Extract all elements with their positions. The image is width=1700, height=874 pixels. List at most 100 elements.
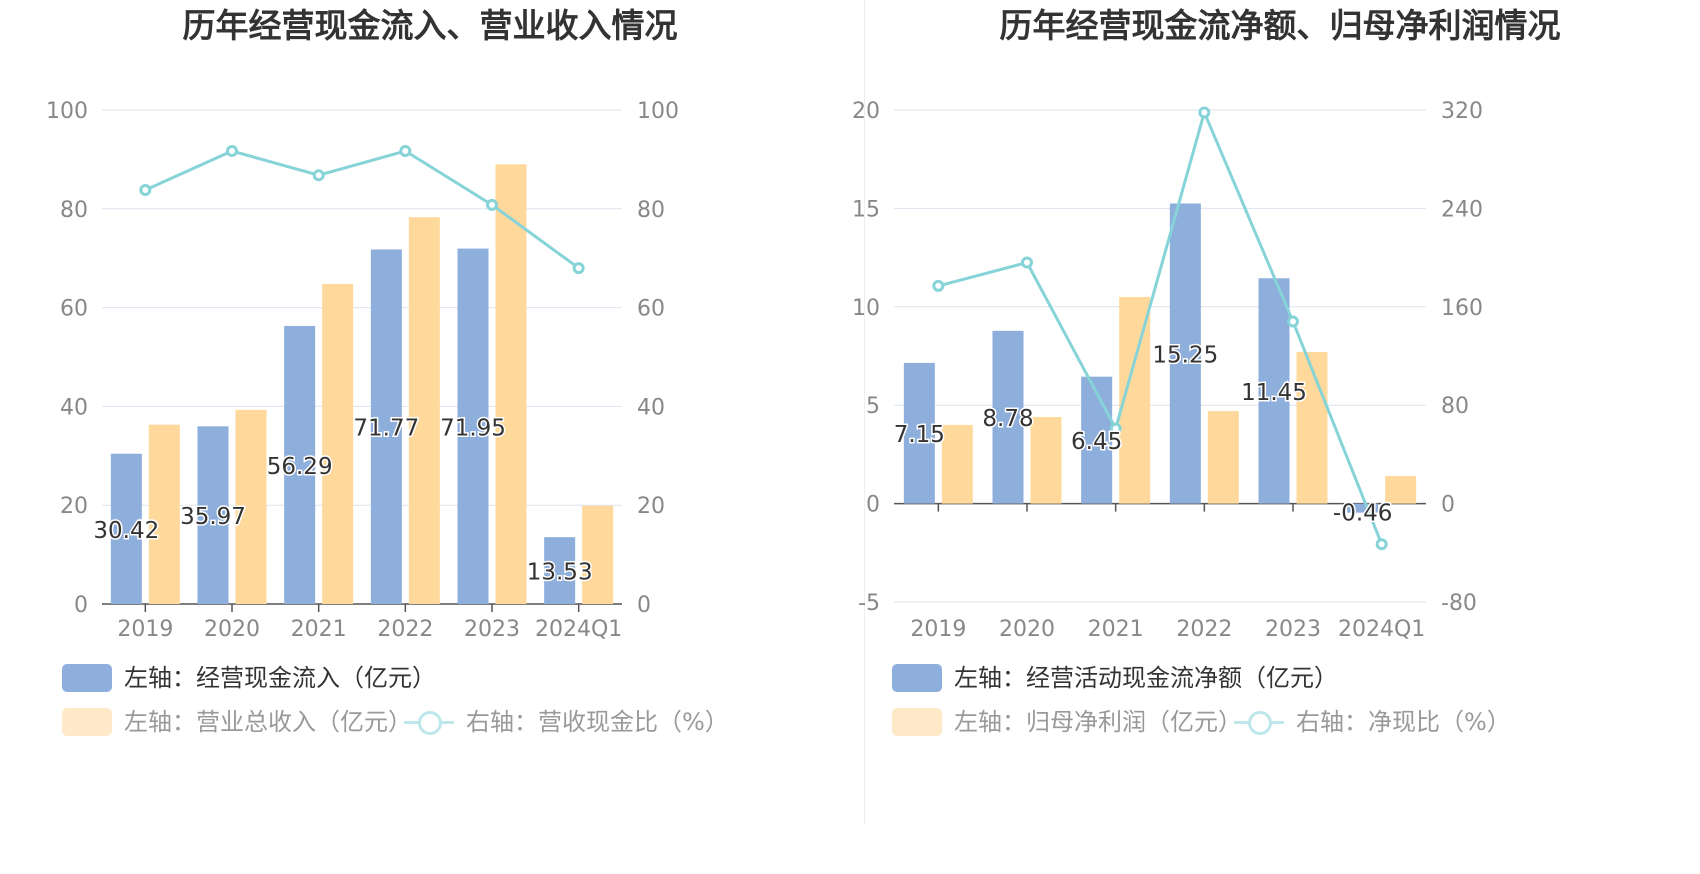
- bar-value-label: 8.78: [982, 406, 1033, 432]
- x-tick-label: 2024Q1: [535, 617, 622, 642]
- legend-item[interactable]: 右轴：净现比（%）: [1234, 707, 1511, 737]
- y-left-tick-label: -5: [858, 591, 880, 616]
- x-tick-label: 2023: [464, 617, 520, 642]
- legend-label: 右轴：营收现金比（%）: [466, 708, 729, 736]
- bar-primary: [110, 453, 142, 604]
- line-point: [1375, 538, 1388, 551]
- cash-inflow-revenue-panel: 历年经营现金流入、营业收入情况 0 20 40 60 80 100 0 20 40 60 80 100…: [46, 6, 729, 737]
- bar-secondary: [1207, 411, 1239, 504]
- line-point: [572, 262, 585, 275]
- bar-primary: [284, 325, 316, 604]
- legend-line-marker: [1234, 708, 1284, 736]
- bar-secondary: [148, 424, 180, 604]
- bar-value-label: 56.29: [267, 454, 333, 480]
- bar-secondary: [941, 424, 973, 504]
- legend-item[interactable]: 右轴：营收现金比（%）: [404, 707, 729, 737]
- y-right-tick-label: 80: [637, 198, 665, 223]
- y-left-tick-label: 15: [852, 197, 880, 222]
- x-tick-label: 2020: [999, 617, 1055, 642]
- x-tick-label: 2022: [1176, 617, 1232, 642]
- bar-value-label: 11.45: [1241, 380, 1307, 406]
- net-cash-profit-chart: -5 0 5 10 15 20 -80 0 80 160 240 320 2019 2020 2021 202…: [852, 99, 1483, 642]
- bar-primary: [544, 537, 576, 604]
- bar-primary: [1347, 503, 1379, 513]
- y-left-tick-label: 20: [852, 99, 880, 124]
- line-point: [1198, 106, 1211, 119]
- ratio-line: [937, 107, 1384, 545]
- y-left-tick-label: 0: [74, 593, 88, 618]
- bar-value-label: 30.42: [93, 518, 159, 544]
- bar-primary: [1081, 376, 1113, 504]
- bar-value-label: 15.25: [1152, 343, 1218, 369]
- y-right-tick-label: 20: [637, 494, 665, 519]
- y-left-tick-label: 0: [866, 493, 880, 518]
- legend-label: 左轴：营业总收入（亿元）: [124, 708, 412, 736]
- net-cash-profit-panel: 历年经营现金流净额、归母净利润情况 -5 0 5 10 15 20 -80 0 80 160 240…: [852, 0, 1700, 874]
- y-left-tick-label: 100: [46, 99, 88, 124]
- cash-inflow-revenue-chart: 0 20 40 60 80 100 0 20 40 60 80 100 2019 2020 2021 2022…: [46, 99, 679, 642]
- line-point: [312, 169, 325, 182]
- bar-secondary: [1385, 476, 1417, 504]
- bar-primary: [370, 249, 402, 604]
- bar-primary: [1169, 203, 1201, 504]
- legend-line-marker: [404, 708, 454, 736]
- y-left-tick-label: 60: [60, 297, 88, 322]
- legend-item[interactable]: 左轴：经营现金流入（亿元）: [62, 663, 436, 693]
- bar-primary: [992, 330, 1024, 504]
- y-left-tick-label: 10: [852, 296, 880, 321]
- bar-value-label: -0.46: [1333, 501, 1393, 527]
- bar-primary: [1258, 278, 1290, 504]
- legend-item[interactable]: 左轴：归母净利润（亿元）: [892, 707, 1242, 737]
- bar-secondary: [322, 283, 354, 604]
- x-tick-label: 2019: [117, 617, 173, 642]
- legend-label: 左轴：经营活动现金流净额（亿元）: [954, 664, 1338, 692]
- legend-item[interactable]: 左轴：经营活动现金流净额（亿元）: [892, 663, 1338, 693]
- bar-secondary: [495, 164, 527, 604]
- line-point: [932, 279, 945, 292]
- bar-value-label: 7.15: [894, 422, 945, 448]
- y-right-tick-label: 80: [1441, 394, 1469, 419]
- chart-title: 历年经营现金流净额、归母净利润情况: [999, 6, 1561, 45]
- bar-secondary: [408, 217, 440, 604]
- bar-secondary: [582, 505, 614, 604]
- bar-secondary: [1296, 352, 1328, 504]
- x-tick-label: 2019: [910, 617, 966, 642]
- ratio-line: [144, 149, 580, 270]
- legend-label: 左轴：归母净利润（亿元）: [954, 708, 1242, 736]
- line-point: [1109, 422, 1122, 435]
- chart-title: 历年经营现金流入、营业收入情况: [182, 6, 678, 45]
- y-right-tick-label: 320: [1441, 99, 1483, 124]
- legend-swatch: [892, 708, 942, 736]
- x-tick-label: 2021: [1088, 617, 1144, 642]
- line-point: [226, 145, 238, 158]
- bar-primary: [457, 248, 489, 604]
- bar-value-label: 6.45: [1071, 429, 1122, 455]
- legend-label: 左轴：经营现金流入（亿元）: [124, 664, 436, 692]
- legend-swatch: [62, 708, 112, 736]
- y-right-tick-label: 100: [637, 99, 679, 124]
- x-tick-label: 2020: [204, 617, 260, 642]
- bar-value-label: 35.97: [180, 504, 246, 530]
- y-right-tick-label: 40: [637, 395, 665, 420]
- x-tick-label: 2023: [1265, 617, 1321, 642]
- legend-item[interactable]: 左轴：营业总收入（亿元）: [62, 707, 412, 737]
- panel-divider: [864, 0, 865, 825]
- chart-legend: 左轴：经营活动现金流净额（亿元） 左轴：归母净利润（亿元） 右轴：净现比（%）: [860, 0, 1700, 874]
- legend-swatch: [892, 664, 942, 692]
- y-right-tick-label: -80: [1441, 591, 1477, 616]
- y-right-tick-label: 60: [637, 297, 665, 322]
- legend-label: 右轴：净现比（%）: [1296, 708, 1511, 736]
- bar-value-label: 13.53: [527, 560, 593, 586]
- bar-value-label: 71.77: [353, 416, 419, 442]
- x-tick-label: 2024Q1: [1338, 617, 1425, 642]
- line-point: [139, 184, 152, 197]
- bar-secondary: [1030, 417, 1062, 504]
- y-left-tick-label: 5: [866, 394, 880, 419]
- y-left-tick-label: 80: [60, 198, 88, 223]
- line-point: [399, 145, 412, 158]
- y-right-tick-label: 0: [1441, 493, 1455, 518]
- y-left-tick-label: 20: [60, 494, 88, 519]
- line-point: [1287, 315, 1299, 328]
- line-point: [1021, 256, 1033, 269]
- bar-primary: [903, 362, 935, 504]
